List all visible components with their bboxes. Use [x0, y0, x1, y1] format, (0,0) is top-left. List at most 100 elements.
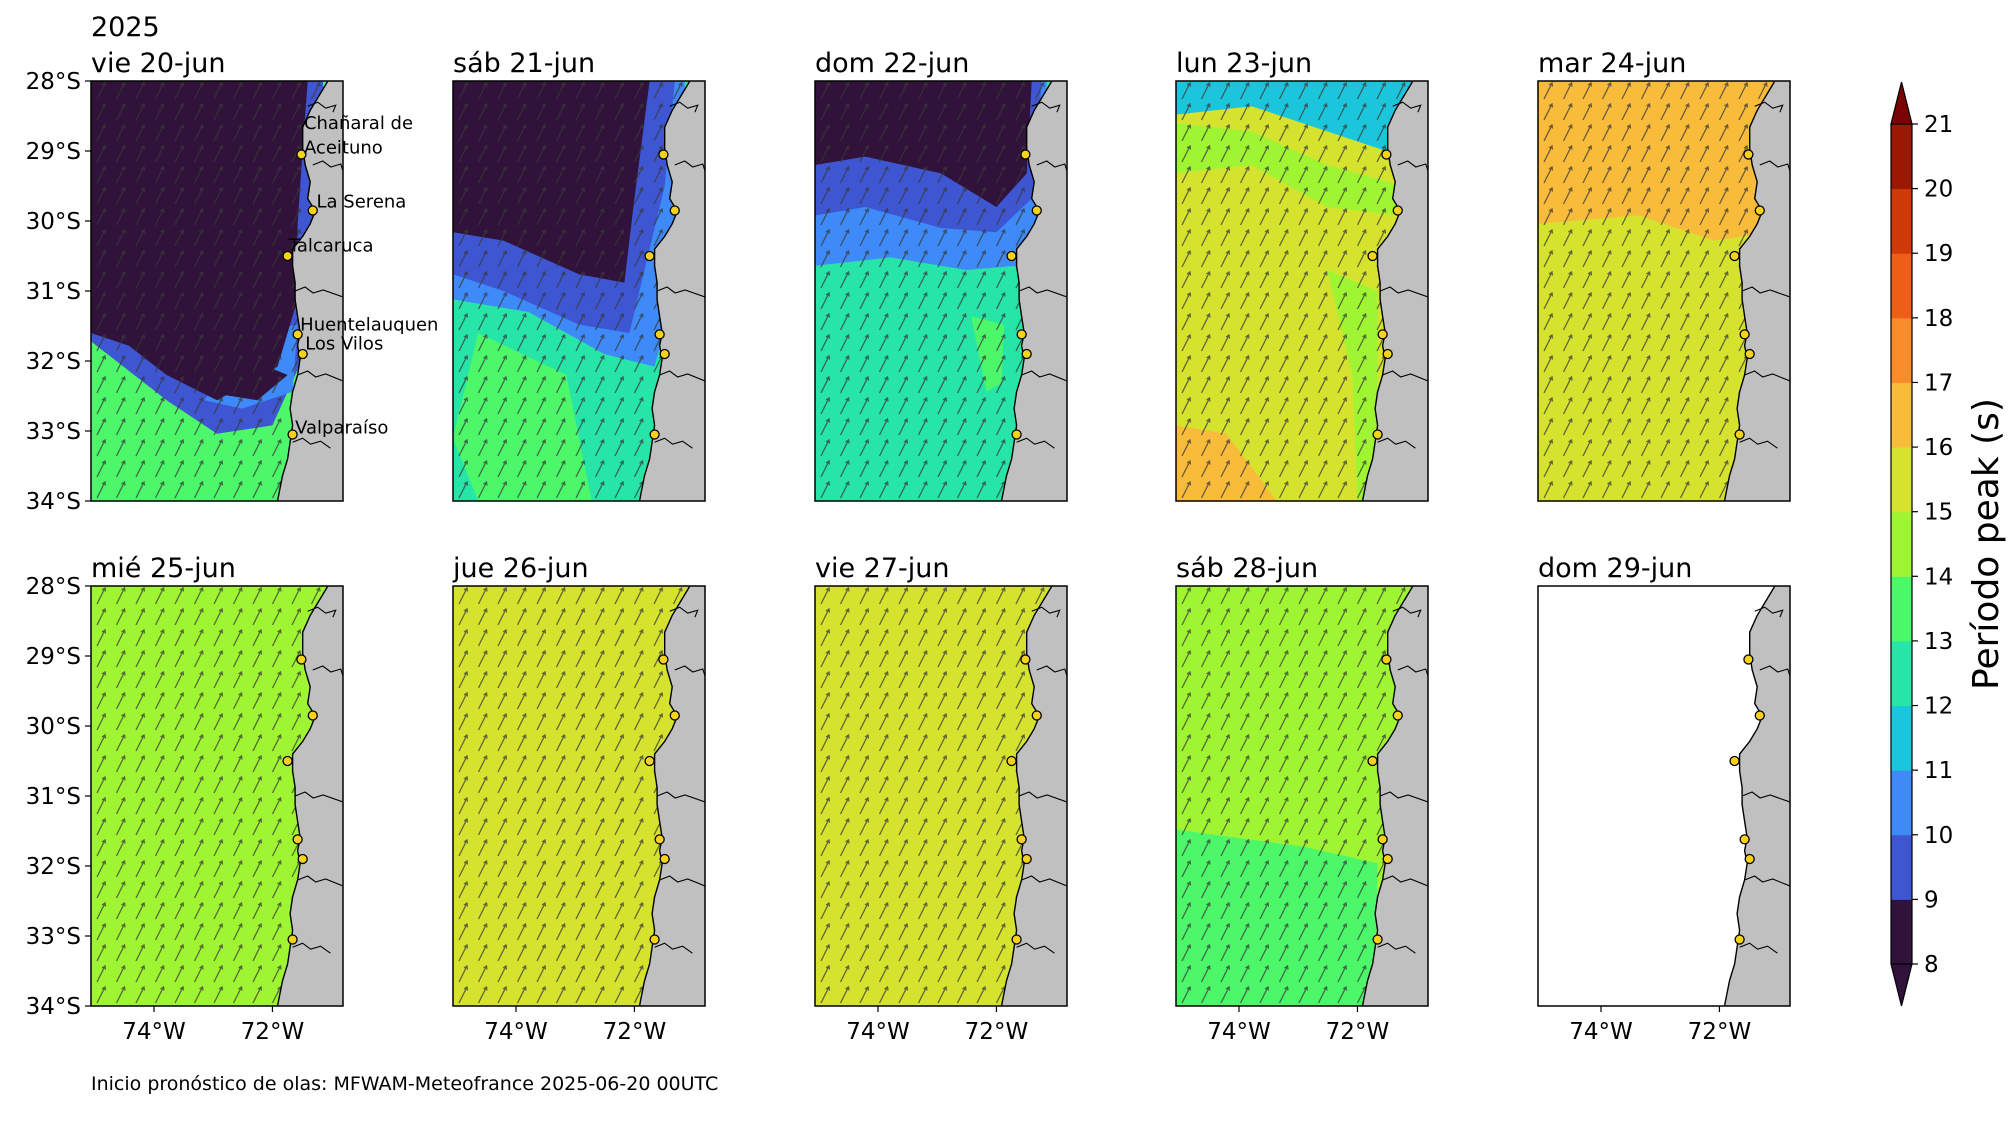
- colorbar-segment: [1891, 124, 1912, 190]
- colorbar-tick-label: 8: [1924, 952, 1939, 978]
- lon-tick-label: 74°W: [846, 1019, 910, 1045]
- region-border: [312, 160, 343, 172]
- location-marker: [658, 654, 669, 665]
- lon-tick-label: 74°W: [1207, 1019, 1271, 1045]
- location-marker: [658, 149, 669, 160]
- region-border: [1036, 665, 1067, 677]
- colorbar: 8 9 10 11 12 13 14 15 16 17 18 19 20 21 Período peak (…: [1890, 81, 2007, 1007]
- colorbar-segment: [1891, 899, 1912, 965]
- colorbar-tick-label: 21: [1924, 112, 1953, 138]
- lat-tick-label: 28°S: [26, 69, 81, 95]
- panel-date-title: dom 22-jun: [815, 48, 969, 79]
- panel-frame: [1175, 585, 1429, 1007]
- colorbar-segment: [1891, 382, 1912, 448]
- colorbar-tick-label: 14: [1924, 564, 1953, 590]
- region-border: [1382, 875, 1428, 887]
- colorbar-tick-label: 17: [1924, 370, 1953, 396]
- colorbar-tick-label: 19: [1924, 241, 1953, 267]
- colorbar-segment: [1891, 511, 1912, 577]
- colorbar-segment: [1891, 317, 1912, 383]
- region-border: [307, 606, 337, 618]
- region-border: [1021, 875, 1067, 887]
- wave-direction-arrows: [820, 81, 1045, 499]
- location-marker: [307, 205, 318, 216]
- panel-date-title: mar 24-jun: [1538, 48, 1686, 79]
- panel-date-title: dom 29-jun: [1538, 553, 1692, 584]
- region-border: [292, 942, 331, 954]
- location-marker: [654, 834, 665, 845]
- region-border: [1021, 370, 1067, 382]
- region-border: [654, 942, 693, 954]
- lat-tick-label: 33°S: [26, 419, 81, 445]
- location-marker: [296, 149, 307, 160]
- period-contour: [1176, 123, 1403, 216]
- region-border: [1759, 160, 1790, 172]
- lon-tick-label: 74°W: [1569, 1019, 1633, 1045]
- region-border: [1377, 942, 1416, 954]
- location-marker: [1754, 710, 1765, 721]
- location-marker: [1744, 853, 1755, 865]
- location-marker: [1743, 654, 1754, 665]
- colorbar-segment: [1891, 640, 1912, 707]
- map-panels: vie 20-jun 28°S 29°S 30°S 31°S 32°S 33°S 34°S Ch…: [26, 48, 1791, 1045]
- location-marker: [669, 710, 680, 721]
- location-marker: [1011, 934, 1022, 945]
- location-marker: [292, 834, 303, 845]
- lat-tick-label: 29°S: [26, 139, 81, 165]
- region-border: [1031, 101, 1061, 113]
- colorbar-tick-label: 16: [1924, 435, 1953, 461]
- colorbar-tick-label: 20: [1924, 177, 1953, 203]
- region-border: [297, 370, 343, 382]
- year-label: 2025: [91, 12, 160, 43]
- lon-tick-label: 72°W: [1688, 1019, 1752, 1045]
- panel-date-title: vie 27-jun: [815, 553, 950, 584]
- region-border: [1739, 942, 1778, 954]
- colorbar-under-arrow: [1890, 963, 1913, 1007]
- colorbar-tick-label: 13: [1924, 629, 1953, 655]
- location-marker: [1754, 205, 1765, 216]
- colorbar-tick-label: 12: [1924, 694, 1953, 720]
- region-border: [1018, 791, 1067, 803]
- place-label: La Serena: [317, 191, 407, 212]
- lat-tick-label: 28°S: [26, 574, 81, 600]
- location-marker: [1729, 250, 1740, 262]
- region-border: [1016, 437, 1055, 449]
- lat-tick-label: 30°S: [26, 209, 81, 235]
- panel-frame: [1537, 80, 1791, 502]
- colorbar-tick-label: 18: [1924, 306, 1953, 332]
- map-panel: vie 27-jun 74°W 72°W: [814, 553, 1068, 1045]
- colorbar-title: Período peak (s): [1966, 398, 2007, 690]
- region-border: [1397, 665, 1428, 677]
- location-marker: [1392, 205, 1403, 216]
- location-marker: [1381, 654, 1392, 665]
- region-border: [1382, 370, 1428, 382]
- region-border: [1759, 665, 1790, 677]
- region-border: [1379, 791, 1428, 803]
- lon-tick-label: 72°W: [1326, 1019, 1390, 1045]
- region-border: [674, 665, 705, 677]
- region-border: [1018, 286, 1067, 298]
- panel-frame: [814, 80, 1068, 502]
- lon-tick-label: 74°W: [122, 1019, 186, 1045]
- region-border: [654, 437, 693, 449]
- location-marker: [1382, 853, 1393, 865]
- region-border: [1754, 606, 1784, 618]
- location-marker: [1372, 429, 1383, 440]
- lat-tick-label: 29°S: [26, 644, 81, 670]
- map-panel: mié 25-jun 28°S 29°S 30°S 31°S 32°S 33°S 34°S 74…: [26, 553, 344, 1045]
- location-marker: [1739, 834, 1750, 845]
- region-border: [1741, 286, 1790, 298]
- place-label: Huentelauquen: [300, 315, 438, 336]
- region-border: [1741, 791, 1790, 803]
- region-border: [307, 101, 337, 113]
- location-marker: [282, 755, 293, 767]
- colorbar-tick-label: 11: [1924, 758, 1953, 784]
- location-marker: [649, 429, 660, 440]
- panel-frame: [1537, 585, 1791, 1007]
- location-marker: [1372, 934, 1383, 945]
- region-border: [656, 791, 705, 803]
- colorbar-segment: [1891, 576, 1912, 642]
- region-border: [1016, 942, 1055, 954]
- region-border: [1379, 286, 1428, 298]
